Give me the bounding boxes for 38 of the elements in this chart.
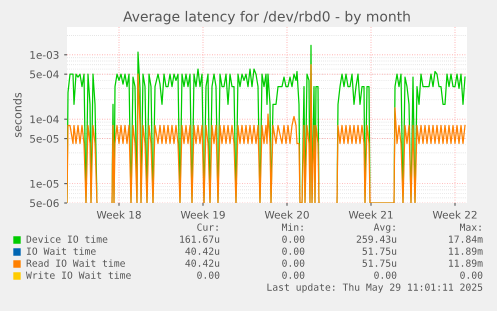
text: 11.89m xyxy=(449,247,483,255)
legend-label: Write IO Wait time xyxy=(26,271,131,279)
y-tick-label: 1e-05 xyxy=(30,180,58,188)
y-axis-title: seconds xyxy=(13,92,22,138)
x-tick-label: Week 21 xyxy=(348,210,393,219)
text: Avg: xyxy=(374,224,395,233)
x-tick-label: Week 20 xyxy=(264,210,309,219)
y-tick-label: 1e-04 xyxy=(30,115,59,124)
text: 0.00 xyxy=(282,259,304,267)
chart-title: Average latency for /dev/rbd0 - by month xyxy=(123,10,410,24)
text: 51.75u xyxy=(362,248,396,255)
text: Max: xyxy=(460,224,481,231)
x-tick-label: Week 18 xyxy=(96,210,141,219)
y-tick-label: 5e-04 xyxy=(30,70,59,78)
legend-label: Read IO Wait time xyxy=(26,259,125,267)
y-tick-label: 5e-06 xyxy=(30,199,59,208)
x-tick-label: Week 19 xyxy=(180,210,225,219)
text: 40.42u xyxy=(185,247,220,255)
text: 51.75u xyxy=(362,260,396,267)
text: Last update: Thu May 29 11:01:11 2025 xyxy=(267,283,482,293)
legend-label: IO Wait time xyxy=(26,247,96,255)
text: 0.00 xyxy=(282,247,304,255)
text: 11.89m xyxy=(449,259,483,267)
text: Min: xyxy=(282,223,303,231)
text: 0.00 xyxy=(197,271,220,279)
text: 0.00 xyxy=(374,271,396,279)
text: 259.43u xyxy=(356,235,396,243)
y-tick-label: 1e-03 xyxy=(30,51,59,59)
text: 0.00 xyxy=(460,271,482,279)
y-tick-label: 5e-05 xyxy=(30,134,58,143)
legend-label: Device IO time xyxy=(26,235,108,243)
text: 0.00 xyxy=(282,271,304,279)
text: 40.42u xyxy=(185,259,220,267)
x-tick-label: Week 22 xyxy=(432,210,477,219)
text: 17.84m xyxy=(449,235,483,243)
text: 0.00 xyxy=(282,235,304,243)
text: 161.67u xyxy=(180,235,220,243)
text: Cur: xyxy=(197,223,218,231)
